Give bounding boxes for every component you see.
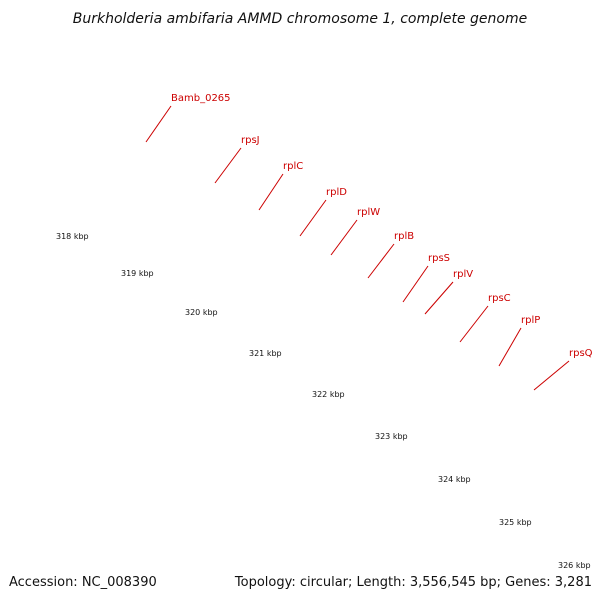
gene-label-rplv[interactable]: rplV (453, 269, 473, 280)
leader-line (459, 305, 489, 343)
gene-label-bamb-0265[interactable]: Bamb_0265 (171, 93, 231, 104)
accession-text: Accession: NC_008390 (9, 575, 157, 590)
gene-label-rpsq[interactable]: rpsQ (569, 348, 593, 359)
leader-line (258, 173, 284, 211)
tick-label-325: 325 kbp (499, 518, 532, 527)
gene-label-rplb[interactable]: rplB (394, 231, 414, 242)
leader-line (424, 281, 454, 315)
leader-line (214, 147, 242, 184)
leader-line (299, 199, 327, 237)
leader-line (145, 105, 172, 143)
gene-label-rplc[interactable]: rplC (283, 161, 303, 172)
tick-label-320: 320 kbp (185, 308, 218, 317)
tick-label-321: 321 kbp (249, 349, 282, 358)
gene-label-rplw[interactable]: rplW (357, 207, 380, 218)
genome-summary-text: Topology: circular; Length: 3,556,545 bp… (234, 575, 592, 590)
tick-label-323: 323 kbp (375, 432, 408, 441)
leader-line (533, 360, 570, 391)
tick-labels: 318 kbp 319 kbp 320 kbp 321 kbp 322 kbp … (56, 232, 591, 570)
tick-label-319: 319 kbp (121, 269, 154, 278)
tick-label-324: 324 kbp (438, 475, 471, 484)
gene-label-rplp[interactable]: rplP (521, 315, 540, 326)
gene-label-rpsc[interactable]: rpsC (488, 293, 511, 304)
gene-label-rpld[interactable]: rplD (326, 187, 347, 198)
map-title: Burkholderia ambifaria AMMD chromosome 1… (73, 11, 527, 27)
leader-line (367, 243, 395, 279)
leader-line (498, 327, 522, 367)
gene-labels: Bamb_0265 rpsJ rplC rplD rplW rplB rpsS … (171, 93, 593, 359)
leader-line (330, 219, 358, 256)
tick-label-326: 326 kbp (558, 561, 591, 570)
tick-label-318: 318 kbp (56, 232, 89, 241)
label-leaders (145, 105, 570, 391)
gene-label-rpss[interactable]: rpsS (428, 253, 450, 264)
leader-line (402, 265, 429, 303)
gene-label-rpsj[interactable]: rpsJ (241, 135, 260, 146)
tick-label-322: 322 kbp (312, 390, 345, 399)
